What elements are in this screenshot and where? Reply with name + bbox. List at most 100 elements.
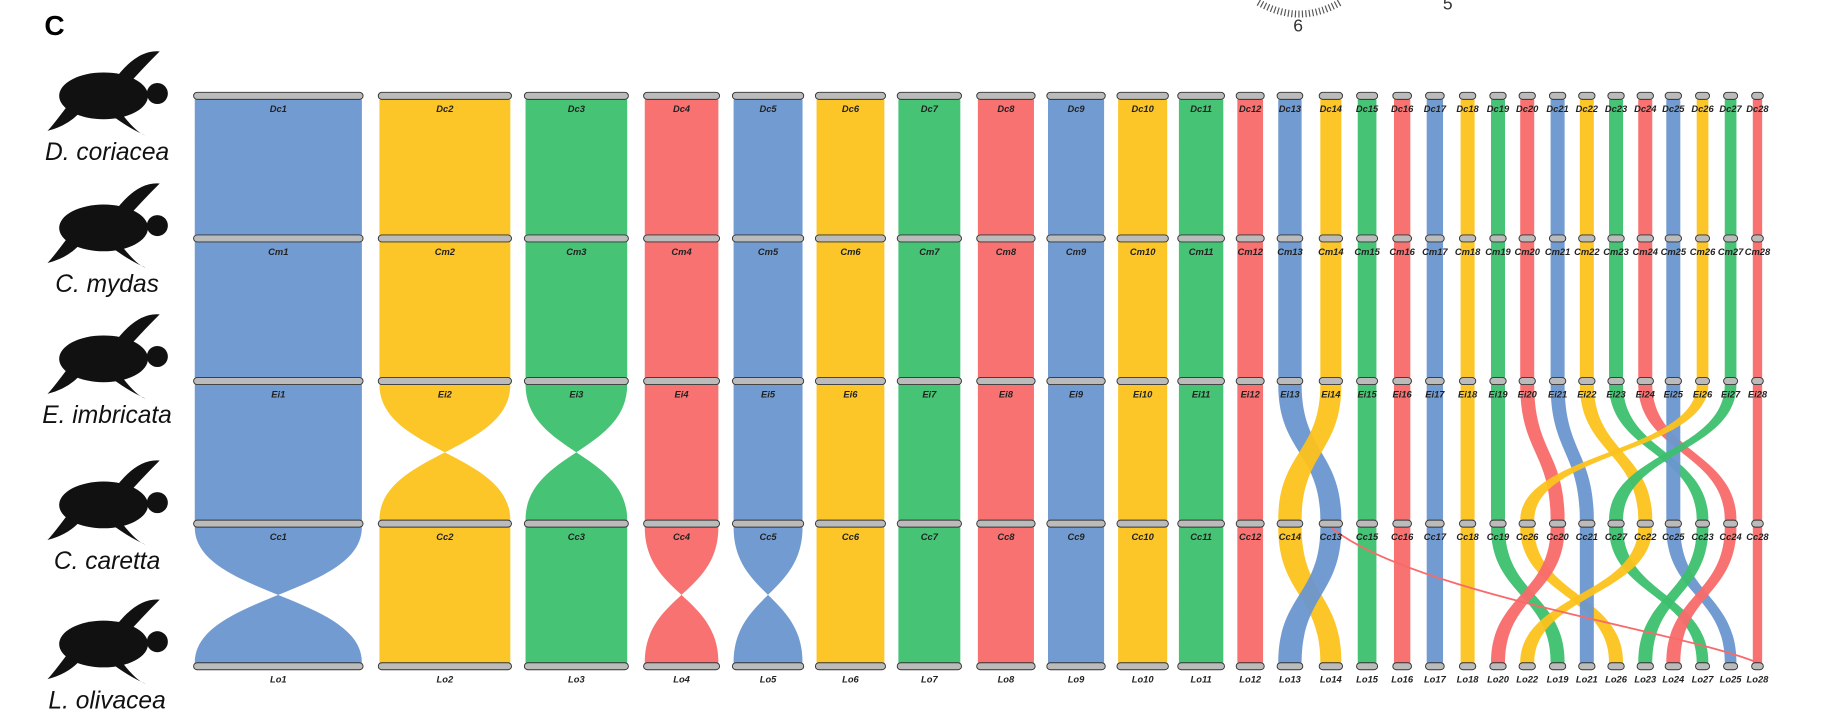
turtle-flipper <box>112 599 160 638</box>
chromosome-label: Lo20 <box>1487 675 1510 685</box>
chromosome-bar <box>1318 234 1344 243</box>
turtle-flipper <box>110 241 146 268</box>
synteny-ribbon <box>1579 99 1594 235</box>
chromosome-label: Lo15 <box>1356 675 1379 685</box>
chromosome-bar <box>1723 234 1739 243</box>
turtle-flipper <box>112 460 160 498</box>
synteny-ribbon <box>1752 241 1763 378</box>
chromosome-label: Lo14 <box>1320 675 1343 685</box>
chromosome-bar <box>523 234 629 243</box>
chromosome-bar <box>1695 519 1711 528</box>
translocation-line <box>1330 526 1758 664</box>
chromosome-label: Cm8 <box>996 247 1017 257</box>
synteny-ribbon <box>1550 99 1565 235</box>
chromosome-bar <box>1458 519 1477 528</box>
turtle-flipper <box>112 183 160 221</box>
synteny-ribbon <box>816 241 885 378</box>
synteny-ribbon <box>1696 241 1709 378</box>
chromosome-bar <box>896 377 962 386</box>
chromosome-label: Ei11 <box>1192 389 1211 399</box>
chromosome-label: Lo21 <box>1576 675 1598 685</box>
synteny-ribbon <box>1426 527 1444 663</box>
chromosome-bar <box>1548 234 1567 243</box>
chromosome-bar <box>1578 234 1596 243</box>
synteny-ribbon <box>1393 527 1411 663</box>
synteny-ribbon <box>1666 527 1737 663</box>
chromosome-label: Lo11 <box>1191 675 1212 685</box>
chromosome-label: Cc13 <box>1320 532 1343 542</box>
synteny-ribbon <box>1393 241 1411 378</box>
chromosome-label: Cc12 <box>1239 532 1262 542</box>
synteny-ribbon <box>1426 241 1444 378</box>
chromosome-bar <box>1489 377 1507 386</box>
synteny-ribbon <box>1609 241 1624 378</box>
chromosome-bar <box>1518 662 1536 671</box>
synteny-ribbon <box>1638 384 1737 521</box>
chromosome-label: Ei19 <box>1488 389 1508 399</box>
chromosome-label: Dc5 <box>759 104 777 114</box>
chromosome-label: Cc19 <box>1487 532 1510 542</box>
chromosome-label: Dc15 <box>1356 104 1379 114</box>
chromosome-label: Dc2 <box>436 104 454 114</box>
chromosome-label: Ei26 <box>1693 389 1713 399</box>
chromosome-label: Cm12 <box>1237 247 1263 257</box>
chromosome-label: Ei8 <box>999 389 1014 399</box>
turtle-flipper <box>47 370 78 394</box>
chromosome-bar <box>1548 91 1567 100</box>
synteny-ribbon <box>1520 384 1565 521</box>
chromosome-bar <box>1425 377 1445 386</box>
chromosome-bar <box>643 519 721 528</box>
synteny-ribbon <box>1047 99 1105 235</box>
chromosome-bar <box>1664 377 1682 386</box>
chromosome-bar <box>896 662 962 671</box>
chromosome-bar <box>976 234 1036 243</box>
chromosome-label: Ei9 <box>1069 389 1084 399</box>
chromosome-label: Cm21 <box>1545 247 1570 257</box>
chromosome-label: Dc28 <box>1746 104 1769 114</box>
chromosome-bar <box>1116 519 1169 528</box>
synteny-ribbon <box>1178 99 1224 235</box>
chromosome-label: Cc4 <box>673 532 691 542</box>
synteny-ribbon <box>977 384 1034 521</box>
chromosome-label: Lo23 <box>1634 675 1657 685</box>
chromosome-bar <box>1276 519 1304 528</box>
synteny-ribbon <box>1724 241 1737 378</box>
chromosome-bar <box>1235 377 1265 386</box>
chromosome-bar <box>1695 662 1711 671</box>
chromosome-bar <box>814 234 886 243</box>
synteny-ribbon <box>977 527 1034 663</box>
species-name: D. coriacea <box>45 139 169 166</box>
species-name: C. mydas <box>55 271 159 298</box>
chromosome-label: Cc14 <box>1279 532 1302 542</box>
synteny-ribbon <box>1278 241 1302 378</box>
chromosome-label: Ei10 <box>1133 389 1153 399</box>
chromosome-label: Cc17 <box>1424 532 1447 542</box>
chromosome-bar <box>1636 662 1654 671</box>
chromosome-label: Dc7 <box>921 104 939 114</box>
chromosome-bar <box>193 519 364 528</box>
chromosome-bar <box>1318 519 1344 528</box>
turtle-silhouette <box>47 314 168 399</box>
chromosome-bar <box>1392 519 1412 528</box>
chromosome-bar <box>1578 377 1596 386</box>
synteny-ribbon <box>1047 527 1105 663</box>
synteny-ribbon <box>1638 527 1709 663</box>
chromosome-bar <box>1276 377 1304 386</box>
synteny-ribbon <box>898 527 961 663</box>
synteny-ribbon <box>733 241 803 378</box>
turtle-flipper <box>47 239 78 263</box>
chromosome-bar <box>523 91 629 100</box>
synteny-ribbon <box>1666 241 1681 378</box>
chromosome-label: Lo12 <box>1239 675 1262 685</box>
chromosome-bar <box>1425 662 1445 671</box>
chromosome-bar <box>1518 377 1536 386</box>
synteny-ribbon <box>1178 384 1224 521</box>
chromosome-label: Dc16 <box>1391 104 1414 114</box>
chromosome-bar <box>731 377 805 386</box>
chromosome-label: Ei5 <box>761 389 776 399</box>
chromosome-bar <box>1116 377 1169 386</box>
synteny-ribbon <box>1460 99 1475 235</box>
chromosome-label: Lo10 <box>1132 675 1155 685</box>
chromosome-label: Cm13 <box>1277 247 1303 257</box>
synteny-ribbon <box>1666 99 1681 235</box>
